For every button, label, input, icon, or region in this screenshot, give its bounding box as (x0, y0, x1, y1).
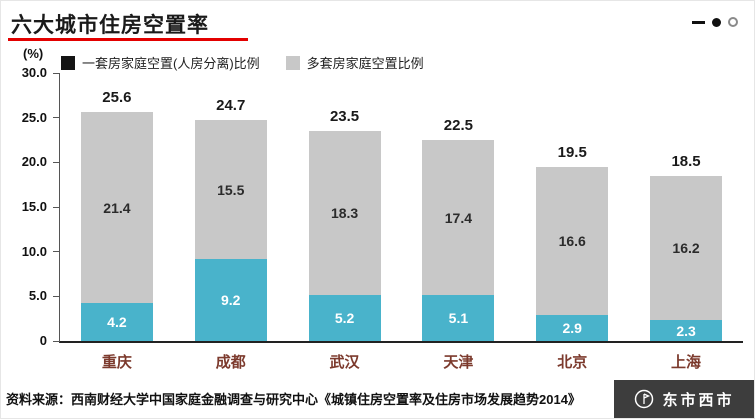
bar-total-label: 23.5 (329, 108, 360, 126)
segment-single-home: 2.9 (536, 315, 609, 341)
segment-value-label: 2.9 (562, 320, 582, 337)
dash-icon (692, 20, 705, 24)
legend-label-multi-home: 多套房家庭空置比例 (306, 56, 424, 71)
legend-item-multi-home: 多套房家庭空置比例 (285, 53, 424, 72)
segment-multi-home: 16.6 (536, 166, 609, 316)
bar-column-1: 25.6 21.4 4.2 重庆 (80, 73, 153, 371)
bar-column-5: 19.5 16.6 2.9 北京 (536, 73, 609, 371)
bar-column-3: 23.5 18.3 5.2 武汉 (308, 73, 381, 371)
segment-multi-home: 16.2 (650, 175, 723, 321)
bar-total-label: 22.5 (443, 117, 473, 134)
y-tick-mark (53, 295, 60, 297)
segment-value-label: 2.3 (676, 322, 696, 339)
y-tick-label: 30.0 (21, 65, 47, 80)
watermark-logo-icon (635, 389, 654, 409)
segment-value-label: 9.2 (221, 291, 241, 308)
segment-multi-home: 15.5 (194, 120, 267, 259)
y-tick-label: 10.0 (21, 243, 47, 259)
source-note: 资料来源：西南财经大学中国家庭金融调查与研究中心《城镇住房空置率及住房市场发展趋… (6, 392, 581, 407)
legend-item-single-home: 一套房家庭空置(人房分离)比例 (61, 53, 260, 72)
segment-value-label: 4.2 (107, 314, 127, 331)
plot-area: 25.6 21.4 4.2 重庆 24.7 15.5 9.2 成都 23.5 18.3 5.2 武汉 2… (53, 72, 743, 371)
segment-single-home: 5.2 (308, 294, 381, 341)
y-tick-mark (53, 340, 60, 342)
y-tick-mark (53, 206, 60, 208)
bars-container: 25.6 21.4 4.2 重庆 24.7 15.5 9.2 成都 23.5 18.3 5.2 武汉 2… (60, 73, 743, 371)
y-tick-mark (53, 72, 60, 74)
watermark-badge: 东市西市 (614, 380, 754, 418)
bar-total-label: 24.7 (216, 97, 246, 115)
category-label: 重庆 (101, 354, 132, 371)
segment-single-home: 4.2 (80, 303, 153, 341)
segment-value-label: 16.2 (672, 240, 700, 257)
segment-single-home: 5.1 (422, 295, 495, 341)
hollow-dot-icon (728, 17, 738, 27)
segment-value-label: 5.1 (448, 310, 469, 327)
bar-total-label: 25.6 (102, 89, 132, 107)
y-tick-label: 25.0 (21, 109, 47, 125)
segment-value-label: 15.5 (217, 181, 245, 198)
bar-total-label: 18.5 (671, 152, 701, 170)
segment-single-home: 9.2 (194, 258, 267, 341)
bar-total-label: 19.5 (557, 143, 587, 161)
segment-value-label: 21.4 (103, 199, 131, 216)
y-axis-unit-label: (%) (23, 46, 44, 61)
category-label: 武汉 (329, 354, 360, 371)
y-tick-label: 5.0 (28, 288, 47, 304)
filled-dot-icon (712, 17, 721, 27)
legend-swatch-multi-home (285, 55, 300, 70)
segment-value-label: 18.3 (330, 204, 359, 221)
bar-column-6: 18.5 16.2 2.3 上海 (650, 73, 723, 371)
segment-single-home: 2.3 (650, 320, 723, 341)
y-tick-label: 15.0 (21, 199, 47, 214)
y-axis-labels: 30.0 25.0 20.0 15.0 10.0 5.0 0 (1, 65, 51, 348)
title-underline (8, 38, 248, 41)
segment-value-label: 17.4 (444, 209, 473, 226)
category-label: 北京 (557, 354, 588, 371)
watermark-text: 东市西市 (662, 391, 735, 409)
legend-label-single-home: 一套房家庭空置(人房分离)比例 (82, 56, 260, 71)
corner-dots (692, 17, 738, 27)
bar-column-4: 22.5 17.4 5.1 天津 (422, 73, 495, 371)
y-tick-mark (53, 117, 60, 119)
segment-multi-home: 21.4 (80, 112, 153, 304)
bar-column-2: 24.7 15.5 9.2 成都 (194, 73, 267, 371)
legend: 一套房家庭空置(人房分离)比例 多套房家庭空置比例 (61, 53, 424, 72)
y-tick-label: 20.0 (21, 154, 47, 170)
page-title: 六大城市住房空置率 (11, 14, 209, 37)
segment-multi-home: 17.4 (422, 140, 495, 296)
segment-value-label: 5.2 (334, 309, 355, 326)
category-label: 天津 (443, 354, 474, 371)
segment-multi-home: 18.3 (308, 131, 381, 295)
y-tick-mark (53, 251, 60, 253)
legend-swatch-single-home (61, 55, 75, 70)
y-tick-mark (53, 161, 60, 163)
y-tick-label: 0 (39, 333, 47, 348)
category-label: 成都 (215, 354, 246, 371)
category-label: 上海 (671, 354, 702, 371)
segment-value-label: 16.6 (558, 232, 586, 249)
